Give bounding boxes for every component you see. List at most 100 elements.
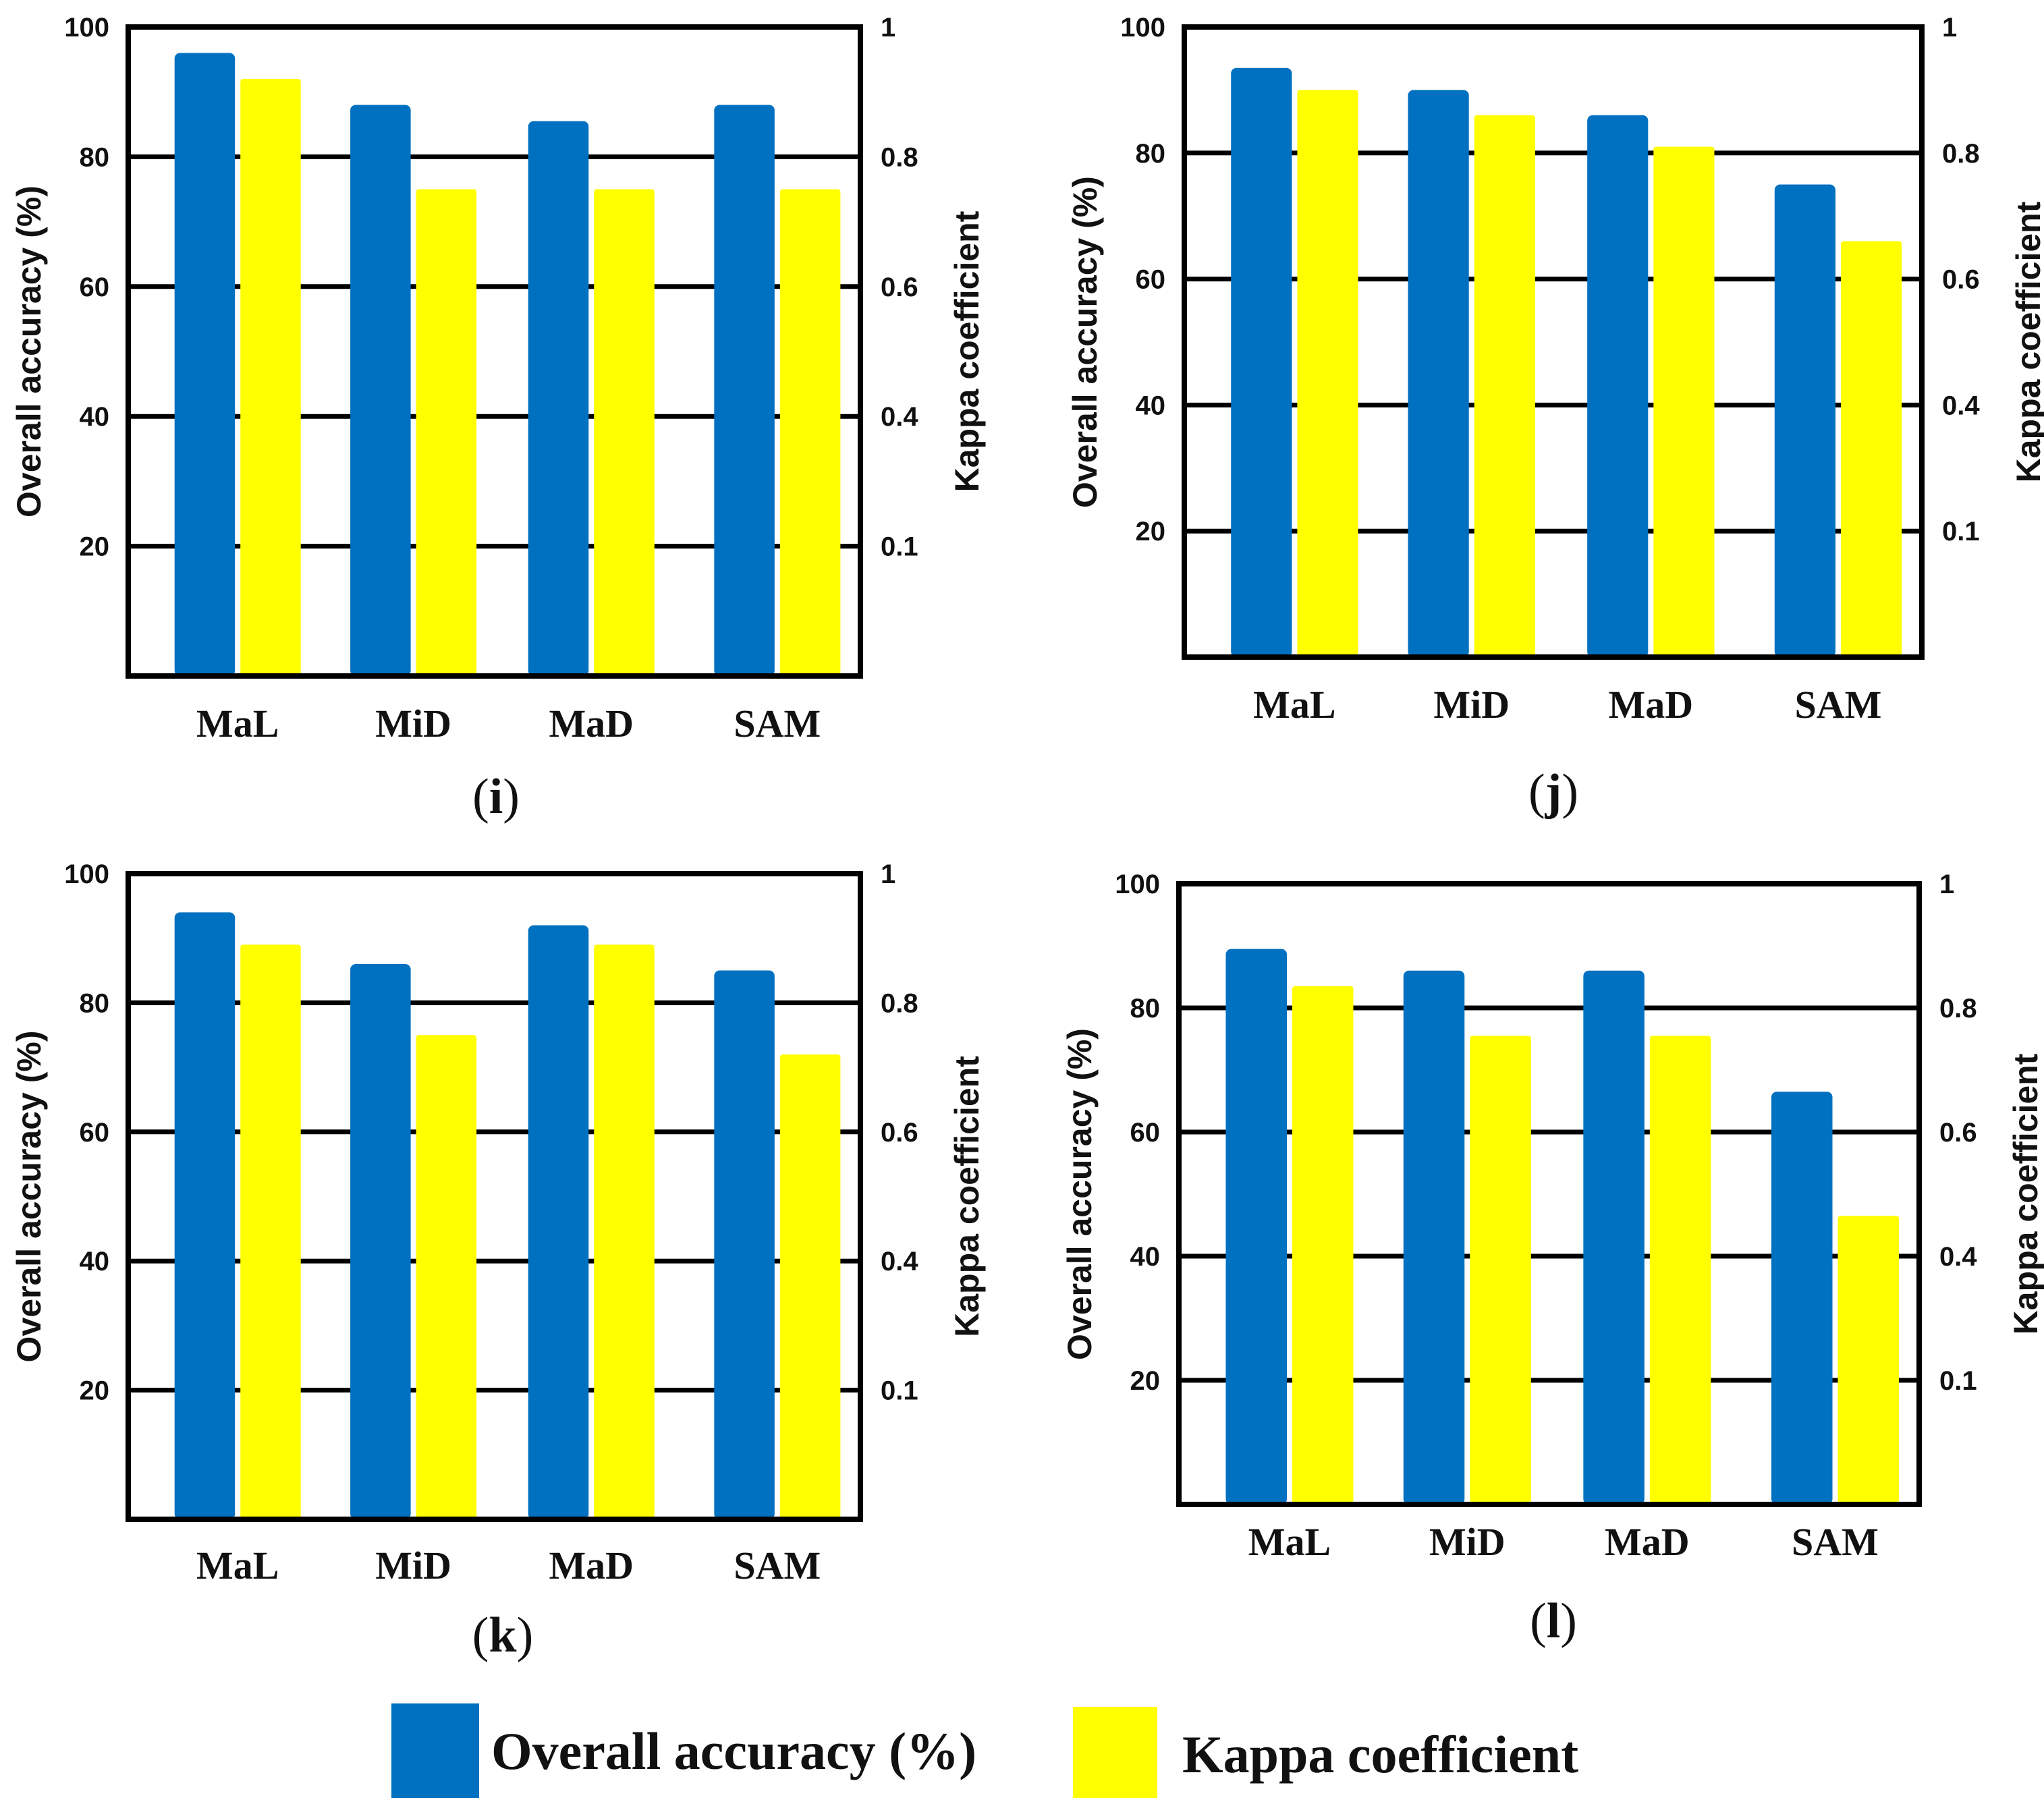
bar-kappa-mad bbox=[594, 944, 655, 1519]
y-tick-right: 0.6 bbox=[881, 273, 918, 302]
y-axis-title-right: Kappa coefficient bbox=[948, 210, 986, 492]
bar-accuracy-mad bbox=[528, 925, 589, 1519]
y-tick-left: 60 bbox=[80, 273, 110, 302]
bar-kappa-sam bbox=[1838, 1216, 1899, 1504]
x-tick-label: MaL bbox=[196, 1544, 279, 1587]
bar-kappa-mid bbox=[416, 1035, 477, 1519]
bar-kappa-mid bbox=[1470, 1036, 1531, 1504]
bar-accuracy-sam bbox=[1774, 184, 1835, 657]
bar-accuracy-mal bbox=[174, 53, 236, 677]
y-tick-left: 40 bbox=[1130, 1242, 1161, 1272]
x-tick-label: MiD bbox=[1429, 1520, 1506, 1564]
y-tick-left: 40 bbox=[80, 1247, 110, 1276]
y-tick-left: 20 bbox=[80, 532, 110, 562]
y-tick-right: 1 bbox=[881, 13, 895, 43]
legend-label-accuracy: Overall accuracy (%) bbox=[491, 1722, 976, 1780]
bar-accuracy-mid bbox=[1408, 90, 1469, 657]
y-axis-title-right: Kappa coefficient bbox=[948, 1056, 986, 1337]
panel-label-close-paren: ) bbox=[1562, 764, 1578, 820]
bar-kappa-sam bbox=[779, 189, 841, 676]
bar-accuracy-mad bbox=[1587, 115, 1649, 657]
panel-label-letter: k bbox=[489, 1608, 517, 1663]
x-tick-label: MaD bbox=[549, 702, 634, 745]
y-tick-right: 1 bbox=[1939, 870, 1954, 899]
y-tick-left: 100 bbox=[64, 13, 109, 43]
y-tick-right: 1 bbox=[881, 859, 895, 889]
y-axis-title-left: Overall accuracy (%) bbox=[10, 186, 48, 517]
x-tick-label: SAM bbox=[734, 702, 821, 745]
bar-kappa-mad bbox=[1649, 1036, 1711, 1504]
panel-label-letter: i bbox=[489, 769, 503, 824]
legend: Overall accuracy (%) Kappa coefficient bbox=[391, 1703, 1578, 1798]
y-tick-right: 0.1 bbox=[881, 1376, 918, 1406]
plot-frame bbox=[126, 871, 863, 1522]
x-tick-label: SAM bbox=[1794, 683, 1881, 727]
panel-label-open-paren: ( bbox=[1528, 764, 1545, 820]
y-tick-left: 80 bbox=[80, 988, 110, 1018]
x-tick-label: SAM bbox=[734, 1544, 821, 1587]
y-axis-title-left: Overall accuracy (%) bbox=[1061, 1028, 1099, 1360]
panel-label-letter: l bbox=[1547, 1593, 1561, 1649]
y-axis-title-right: Kappa coefficient bbox=[2010, 201, 2044, 482]
panel-label-open-paren: ( bbox=[472, 1608, 489, 1663]
bar-kappa-sam bbox=[779, 1054, 841, 1519]
bar-kappa-mal bbox=[1292, 986, 1354, 1504]
bar-accuracy-mid bbox=[350, 105, 411, 676]
x-tick-label: MaD bbox=[1609, 683, 1694, 727]
y-tick-left: 80 bbox=[1130, 994, 1161, 1023]
y-tick-left: 40 bbox=[1136, 391, 1166, 420]
y-tick-left: 100 bbox=[1120, 13, 1165, 43]
bar-kappa-mad bbox=[594, 189, 655, 676]
y-tick-left: 20 bbox=[1136, 517, 1166, 546]
legend-swatch-accuracy bbox=[391, 1703, 479, 1798]
y-tick-left: 60 bbox=[80, 1118, 110, 1148]
bar-accuracy-mid bbox=[350, 963, 411, 1519]
y-tick-right: 0.8 bbox=[881, 142, 918, 172]
y-tick-right: 0.1 bbox=[1942, 517, 1980, 546]
y-tick-right: 0.4 bbox=[881, 1247, 918, 1276]
y-tick-left: 40 bbox=[80, 402, 110, 432]
bar-accuracy-sam bbox=[1771, 1092, 1833, 1504]
panel-label-open-paren: ( bbox=[472, 769, 489, 824]
panels: MaL MiD MaD SAM 100 80 60 40 20 1 0.8 0.6 0.4 0.1 Over… bbox=[10, 13, 2044, 1663]
panel-label-close-paren: ) bbox=[1560, 1593, 1577, 1649]
plot-frame bbox=[126, 24, 863, 679]
panel-l: MaL MiD MaD SAM 100 80 60 40 20 1 0.8 0.6 0.4 0.1 Over… bbox=[1061, 870, 2044, 1649]
y-tick-right: 1 bbox=[1942, 13, 1957, 43]
x-tick-label: MiD bbox=[375, 702, 451, 745]
legend-label-kappa: Kappa coefficient bbox=[1182, 1725, 1578, 1784]
x-tick-label: SAM bbox=[1792, 1520, 1879, 1564]
y-tick-right: 0.8 bbox=[881, 988, 918, 1018]
panel-label-close-paren: ) bbox=[517, 1608, 534, 1663]
y-tick-right: 0.1 bbox=[881, 532, 918, 562]
y-tick-right: 0.4 bbox=[1939, 1242, 1977, 1272]
bar-accuracy-mad bbox=[1583, 970, 1645, 1504]
y-tick-left: 60 bbox=[1130, 1118, 1161, 1148]
bar-kappa-mid bbox=[416, 189, 477, 676]
x-tick-label: MaD bbox=[1605, 1520, 1690, 1564]
x-tick-label: MaL bbox=[196, 702, 279, 745]
bar-kappa-mal bbox=[240, 944, 301, 1519]
plot-frame bbox=[1182, 24, 1925, 660]
panel-label: (j) bbox=[1528, 764, 1578, 820]
bar-kappa-mal bbox=[1297, 90, 1358, 657]
y-tick-right: 0.1 bbox=[1939, 1366, 1977, 1396]
bar-kappa-sam bbox=[1840, 241, 1902, 657]
plot-frame bbox=[1176, 881, 1922, 1507]
y-axis-title-left: Overall accuracy (%) bbox=[10, 1031, 48, 1363]
y-tick-right: 0.4 bbox=[1942, 391, 1980, 420]
legend-swatch-kappa bbox=[1073, 1707, 1157, 1798]
bar-accuracy-mad bbox=[528, 121, 589, 677]
panel-j: MaL MiD MaD SAM 100 80 60 40 20 1 0.8 0.6 0.4 0.1 Over… bbox=[1066, 13, 2044, 820]
panel-label-open-paren: ( bbox=[1530, 1593, 1547, 1649]
bar-kappa-mid bbox=[1474, 115, 1535, 657]
bar-accuracy-sam bbox=[714, 105, 775, 676]
bar-kappa-mal bbox=[240, 78, 301, 676]
y-tick-left: 20 bbox=[80, 1376, 110, 1406]
bar-accuracy-mid bbox=[1403, 970, 1465, 1504]
y-tick-left: 80 bbox=[1136, 139, 1166, 169]
y-tick-left: 100 bbox=[1115, 870, 1160, 899]
y-axis-title-left: Overall accuracy (%) bbox=[1066, 176, 1104, 508]
panel-label: (k) bbox=[472, 1608, 533, 1663]
